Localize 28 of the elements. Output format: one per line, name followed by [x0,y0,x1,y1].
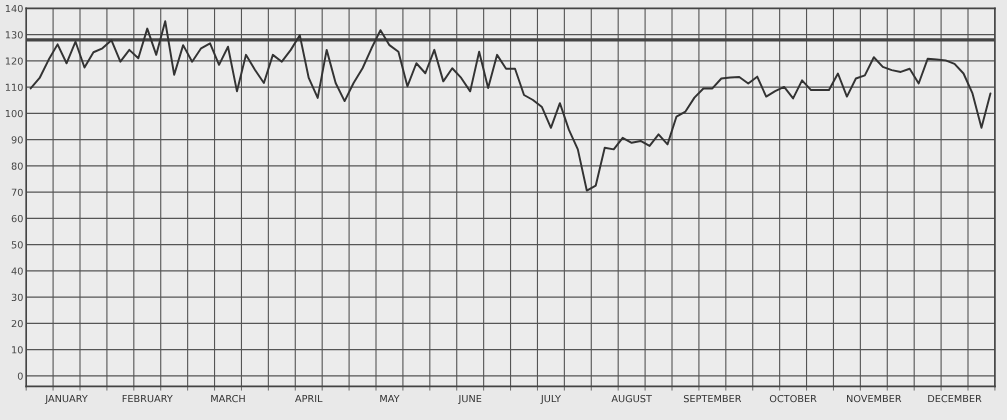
x-tick-label: OCTOBER [769,394,817,403]
y-tick-label: 140 [5,4,23,13]
y-tick-label: 70 [11,188,23,196]
y-tick-label: 130 [5,31,23,39]
x-tick-label: FEBRUARY [122,395,173,403]
x-tick-label: NOVEMBER [847,394,902,403]
y-tick-label: 0 [17,372,23,380]
y-tick-label: 60 [11,214,23,223]
y-tick-label: 40 [11,267,23,275]
y-tick-label: 30 [11,293,23,301]
y-tick-label: 110 [5,83,23,91]
x-tick-label: SEPTEMBER [683,394,742,403]
x-tick-label: MAY [380,395,400,403]
y-tick-label: 120 [5,57,23,65]
y-tick-label: 80 [11,162,23,170]
line-series [29,20,992,192]
x-tick-label: JANUARY [44,395,88,405]
y-tick-label: 10 [12,346,23,354]
x-tick-label: MARCH [211,394,245,403]
y-tick-label: 50 [11,241,23,249]
x-tick-label: JULY [540,395,561,405]
y-tick-label: 100 [5,109,23,118]
x-tick-label: APRIL [295,395,323,403]
y-tick-label: 20 [11,319,23,328]
x-tick-label: JUNE [457,395,482,405]
x-tick-label: DECEMBER [928,394,982,403]
x-tick-label: AUGUST [611,394,652,403]
y-tick-label: 90 [11,136,23,144]
